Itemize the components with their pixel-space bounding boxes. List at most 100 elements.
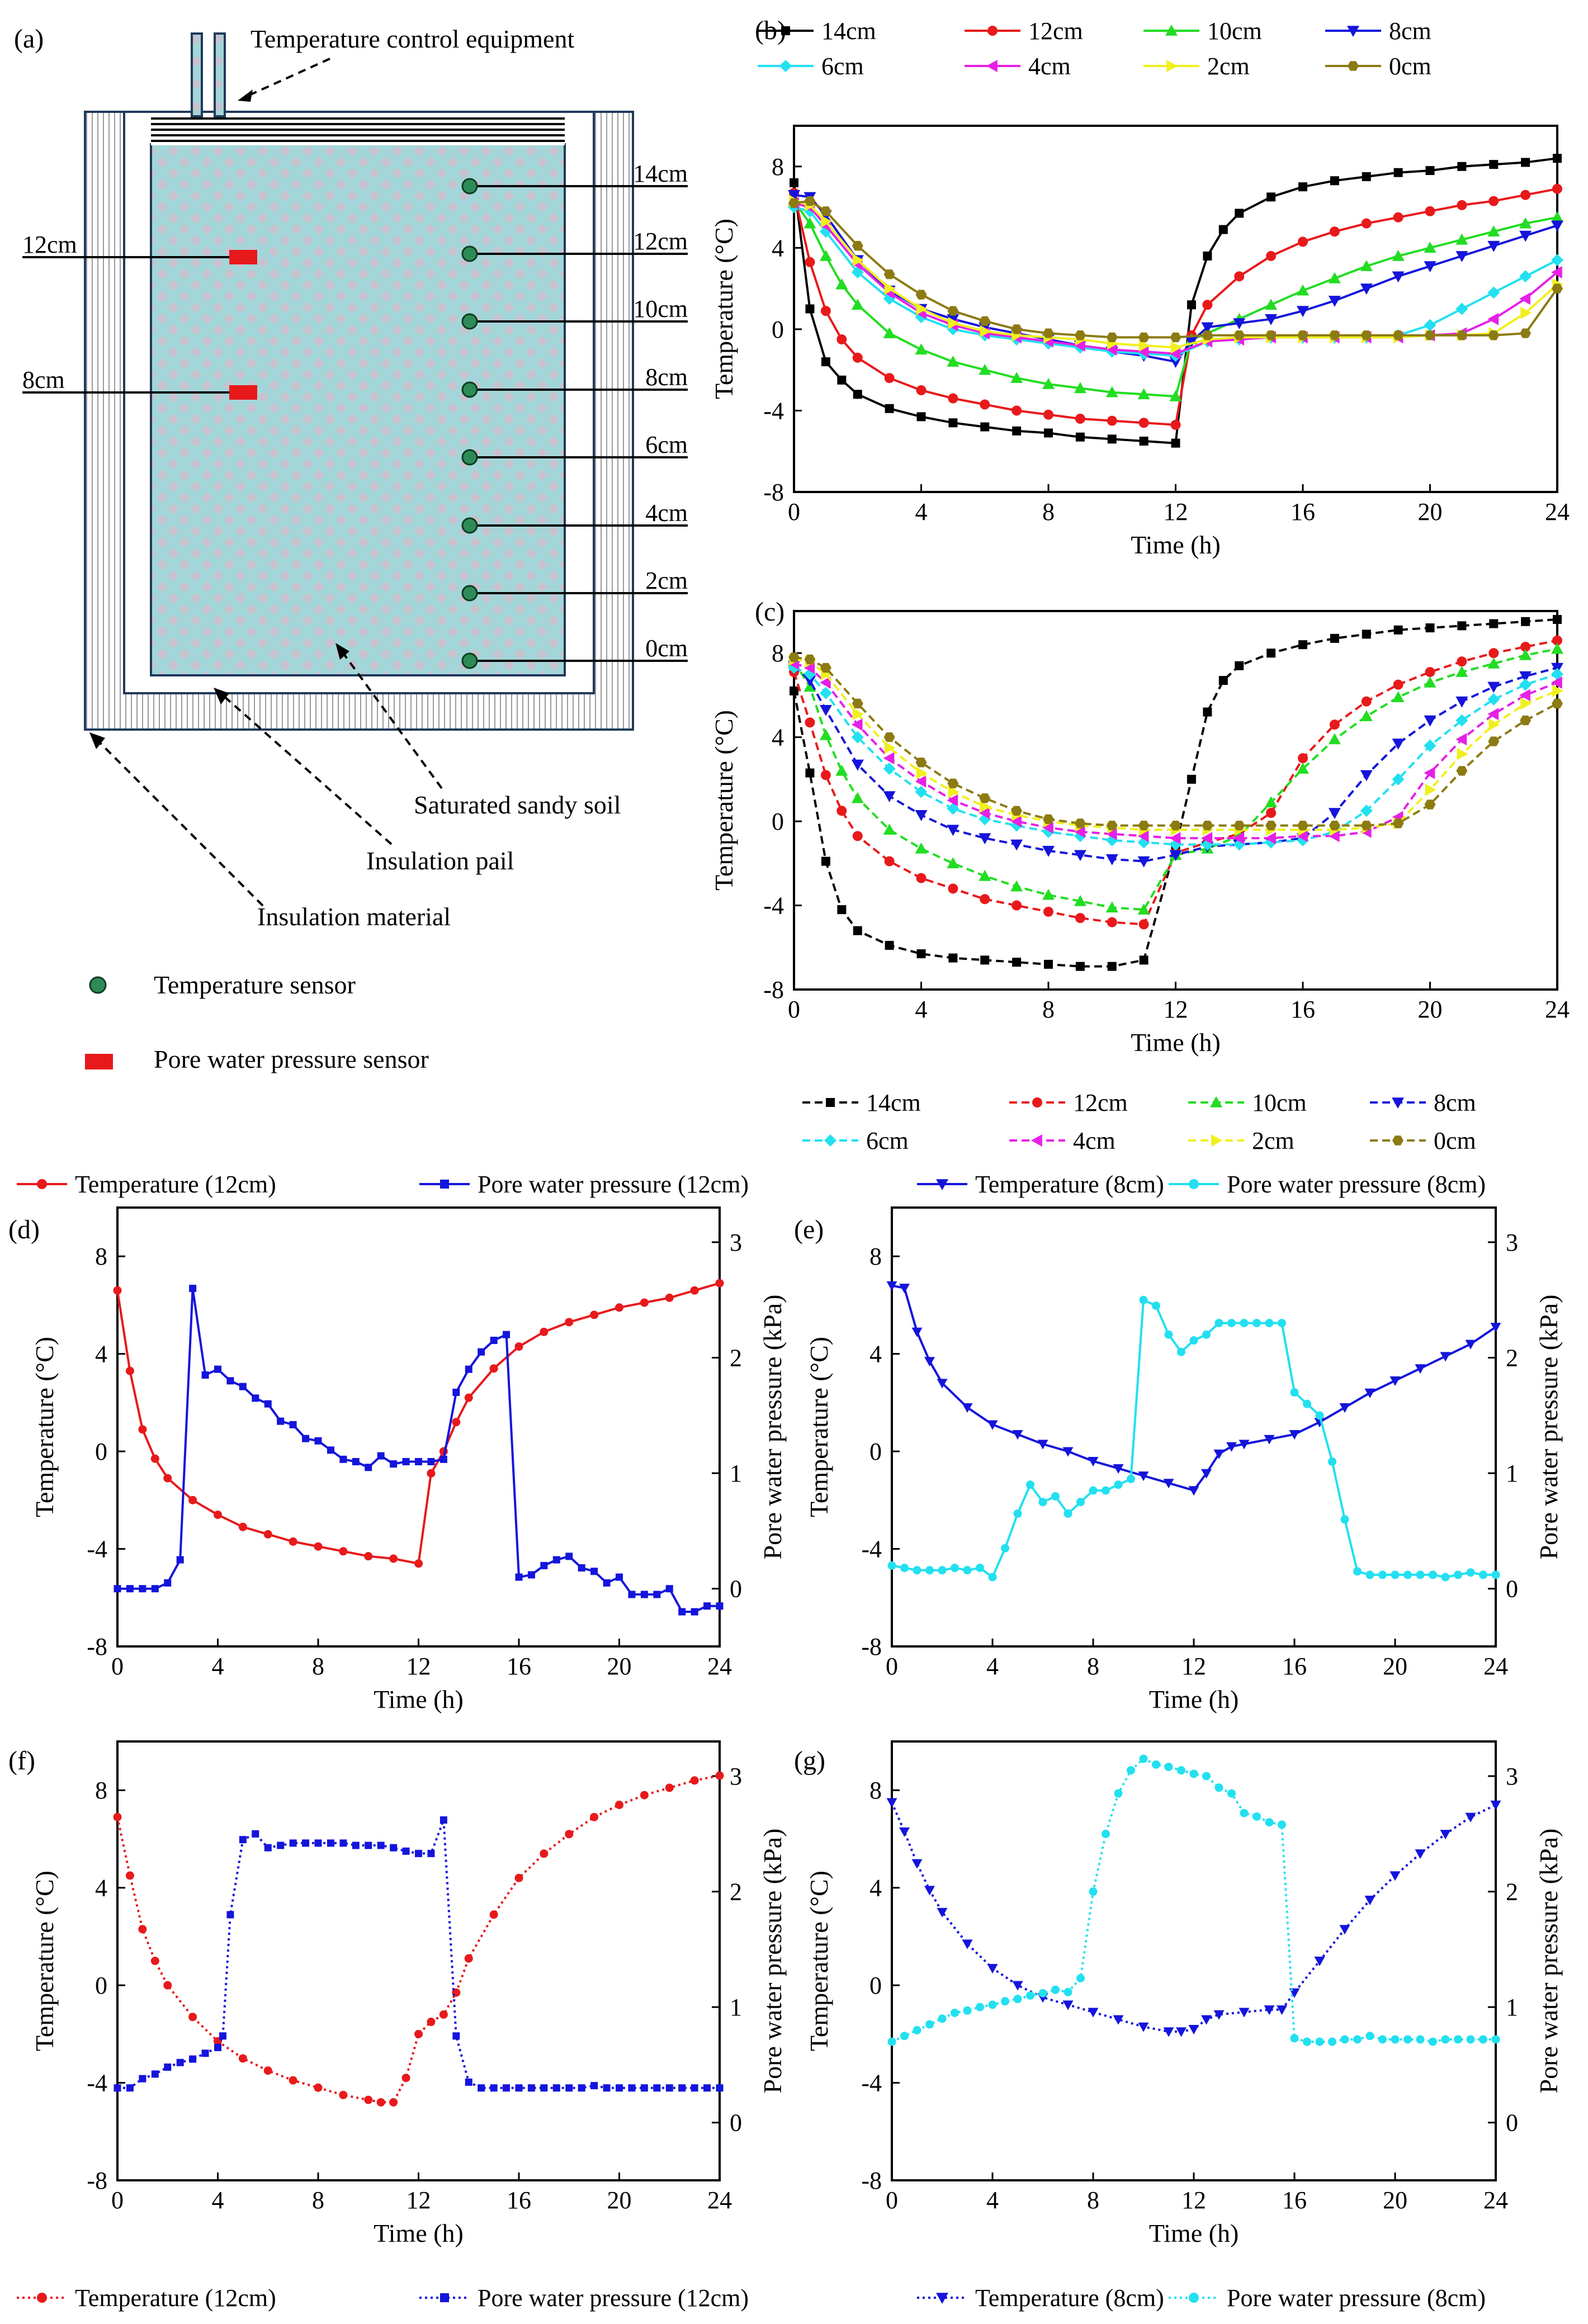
data-point (1364, 1895, 1376, 1905)
depth-label-0cm: 0cm (645, 635, 688, 662)
data-point (1189, 1769, 1198, 1778)
data-point (1392, 691, 1405, 702)
legend-item-12cm: 12cm (965, 17, 1083, 45)
panel-label-a: (a) (14, 24, 44, 54)
data-point (947, 794, 958, 807)
data-point (1214, 1319, 1223, 1328)
data-point (836, 334, 847, 345)
data-point (1176, 2027, 1187, 2037)
y-tick-label: -8 (87, 2167, 107, 2194)
series-line (793, 200, 1558, 398)
temperature-sensor-14cm (461, 178, 478, 195)
data-point (201, 1371, 209, 1379)
legend-label: 8cm (1434, 1089, 1476, 1116)
data-point (819, 687, 832, 699)
data-point (948, 418, 958, 428)
data-point (590, 2082, 598, 2090)
data-point (401, 2074, 410, 2082)
data-point (1051, 1492, 1060, 1501)
data-point (414, 2029, 423, 2038)
data-point (314, 2083, 323, 2092)
data-point (590, 1812, 599, 1821)
x-tick-label: 4 (986, 1653, 999, 1680)
data-point (427, 1469, 436, 1478)
x-axis-label: Time (h) (1131, 1028, 1221, 1057)
series-line (891, 1284, 1497, 1492)
data-point (883, 791, 896, 802)
data-point (886, 1798, 897, 1808)
depth-label-10cm: 10cm (633, 295, 688, 323)
data-point (1519, 270, 1532, 283)
data-point (1393, 679, 1403, 690)
data-point (1074, 382, 1086, 394)
data-point (1391, 2035, 1400, 2044)
data-point (1552, 684, 1563, 697)
data-point (1455, 233, 1468, 245)
data-point (916, 412, 926, 422)
x-tick-label: 0 (886, 2186, 898, 2214)
y-tick-label: -4 (763, 892, 784, 920)
series-c-2cm (789, 653, 1563, 836)
data-point (913, 2025, 921, 2034)
data-point (853, 708, 864, 721)
data-point (302, 1839, 310, 1847)
y2-tick-label: 2 (730, 1345, 742, 1372)
y-tick-label: 8 (95, 1777, 107, 1804)
data-point (911, 1327, 923, 1337)
data-point (352, 1457, 360, 1465)
data-point (1227, 1789, 1236, 1798)
data-point (452, 2032, 460, 2040)
data-point (1012, 1430, 1023, 1440)
legend-marker (1166, 60, 1178, 72)
data-point (238, 1522, 247, 1531)
data-point (478, 2084, 485, 2092)
x-tick-label: 24 (707, 1653, 732, 1680)
data-point (1416, 1570, 1425, 1579)
series-c-4cm (788, 657, 1562, 845)
x-tick-label: 20 (1383, 2186, 1407, 2214)
x-tick-label: 12 (1164, 996, 1188, 1023)
y-tick-label: 4 (772, 724, 784, 751)
data-point (1201, 1469, 1212, 1479)
data-point (1415, 1364, 1426, 1374)
data-point (1042, 821, 1053, 834)
data-point (1454, 2035, 1462, 2044)
data-point (691, 1608, 698, 1616)
data-point (1038, 1989, 1047, 1998)
legend-item-14cm: 14cm (802, 1089, 921, 1116)
data-point (150, 1454, 159, 1463)
data-point (1328, 808, 1341, 820)
data-point (540, 1327, 549, 1336)
data-point (1164, 1330, 1173, 1339)
data-point (1105, 854, 1118, 865)
series-line (891, 1757, 1496, 2043)
data-point (853, 926, 862, 935)
data-point (1487, 240, 1500, 252)
data-point (1297, 763, 1309, 774)
legend-label: 2cm (1252, 1127, 1294, 1154)
data-point (916, 766, 928, 779)
legend-label: 14cm (866, 1089, 921, 1116)
data-point (804, 661, 815, 674)
data-point (1298, 182, 1307, 192)
x-tick-label: 0 (111, 1653, 124, 1680)
data-point (1266, 250, 1277, 261)
data-point (1010, 372, 1023, 383)
data-point (503, 2084, 511, 2092)
saturated-sandy-soil (150, 143, 566, 676)
data-point (1424, 261, 1436, 273)
data-point (1233, 330, 1245, 340)
series-e-temperature-8cm- (886, 1281, 1501, 1496)
data-point (851, 759, 864, 771)
data-point (1520, 697, 1532, 710)
data-point (540, 2084, 548, 2092)
data-point (1203, 707, 1212, 717)
data-point (885, 941, 894, 950)
series-line (117, 1819, 720, 2089)
data-point (1551, 254, 1563, 267)
data-point (339, 1839, 347, 1847)
data-point (1328, 1457, 1336, 1466)
data-point (788, 652, 800, 662)
data-point (1415, 1849, 1426, 1859)
legend-label: 0cm (1434, 1127, 1476, 1154)
